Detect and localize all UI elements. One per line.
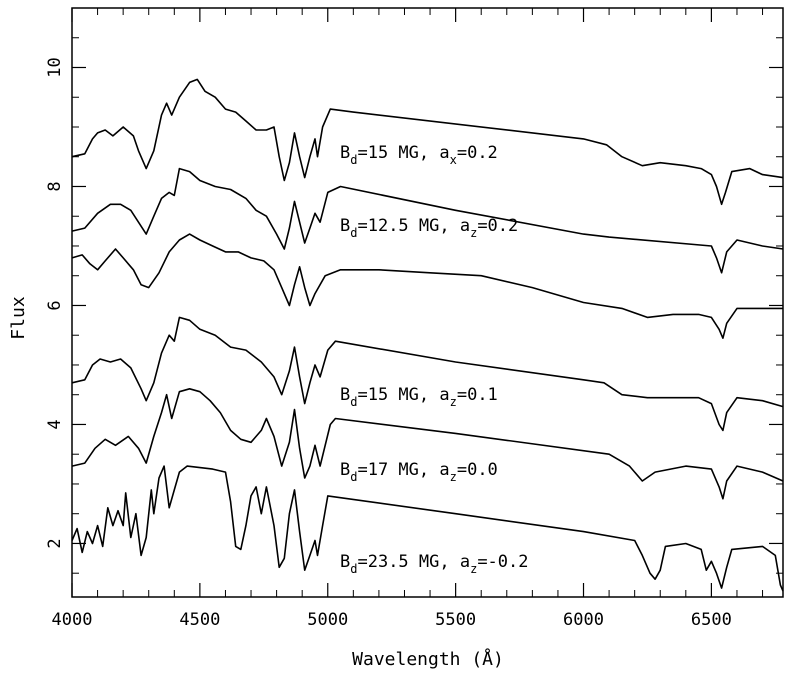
y-axis-title: Flux: [8, 296, 29, 340]
x-axis-title: Wavelength (Å): [352, 648, 504, 670]
annotation-part: =0.1: [457, 385, 498, 405]
annotation-part: =12.5 MG, a: [357, 216, 470, 236]
annotation-part: d: [350, 470, 357, 484]
plot-frame: [71, 7, 784, 598]
annotation-part: =-0.2: [477, 552, 528, 572]
x-tick-label: 6000: [563, 610, 604, 630]
annotation-part: z: [450, 470, 457, 484]
x-tick-label: 4000: [52, 610, 93, 630]
annotation-part: d: [350, 562, 357, 576]
series-annotation-4: Bd=15 MG, az=0.1: [340, 385, 498, 409]
annotation-part: =0.2: [457, 143, 498, 163]
spectrum-line-4: [71, 316, 784, 432]
annotation-part: B: [340, 143, 350, 163]
spectrum-line-2: [71, 167, 784, 274]
x-tick-label: 6500: [691, 610, 732, 630]
annotation-part: z: [450, 395, 457, 409]
annotation-part: z: [470, 226, 477, 240]
annotation-part: =15 MG, a: [357, 143, 449, 163]
x-tick-label: 4500: [179, 610, 220, 630]
y-tick-label: 2: [45, 538, 65, 548]
annotation-part: d: [350, 395, 357, 409]
annotation-part: =0.2: [477, 216, 518, 236]
series-annotation-5: Bd=17 MG, az=0.0: [340, 460, 498, 484]
y-tick-label: 4: [45, 419, 65, 429]
x-tick-label: 5000: [307, 610, 348, 630]
annotation-part: =23.5 MG, a: [357, 552, 470, 572]
annotation-part: B: [340, 460, 350, 480]
series-annotation-6: Bd=23.5 MG, az=-0.2: [340, 552, 529, 576]
spectrum-line-6: [71, 465, 784, 592]
y-tick-label: 8: [45, 181, 65, 191]
spectrum-line-5: [71, 388, 784, 500]
annotation-part: d: [350, 153, 357, 167]
annotation-part: B: [340, 385, 350, 405]
series-annotation-2: Bd=12.5 MG, az=0.2: [340, 216, 518, 240]
spectrum-line-3: [71, 233, 783, 339]
y-tick-label: 10: [45, 57, 65, 77]
series-annotation-1: Bd=15 MG, ax=0.2: [340, 143, 498, 167]
annotation-part: =17 MG, a: [357, 460, 449, 480]
spectrum-line-1: [71, 78, 784, 206]
x-tick-label: 5500: [435, 610, 476, 630]
y-tick-label: 6: [45, 300, 65, 310]
annotation-part: B: [340, 216, 350, 236]
annotation-part: =0.0: [457, 460, 498, 480]
annotation-part: d: [350, 226, 357, 240]
annotation-part: z: [470, 562, 477, 576]
annotation-part: B: [340, 552, 350, 572]
annotation-part: x: [450, 153, 457, 167]
annotation-part: =15 MG, a: [357, 385, 449, 405]
